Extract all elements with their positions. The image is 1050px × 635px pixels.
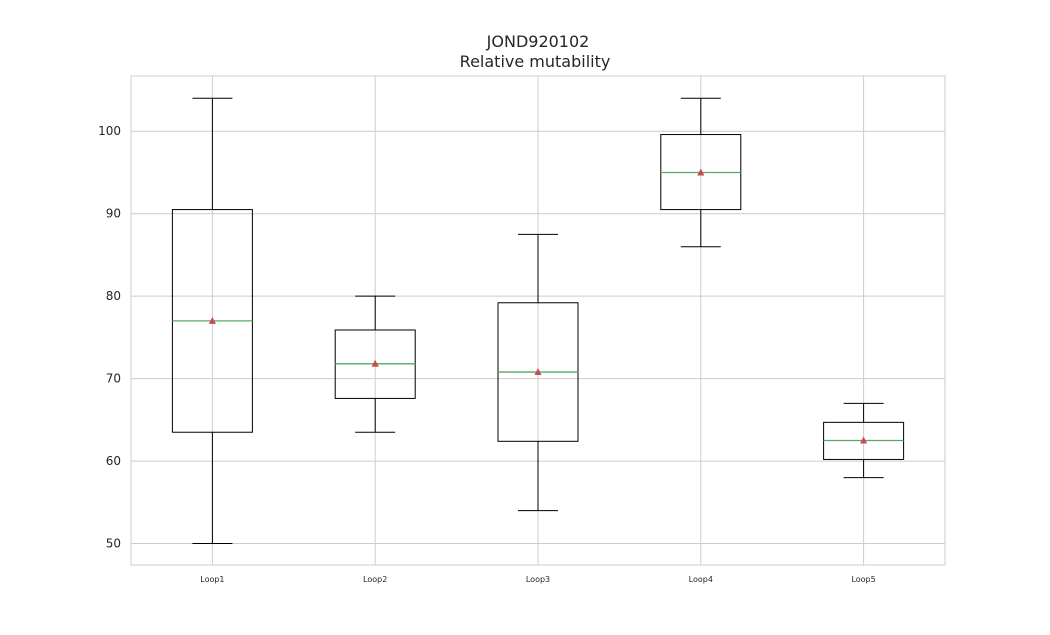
plot-area: 50 60 70 80 90 100 Loop1 Loop2 Loop3 Loop4 Loop5 xyxy=(98,75,946,584)
chart-title: JOND920102 xyxy=(486,32,590,51)
x-tick-label: Loop4 xyxy=(689,575,713,584)
mean-marker xyxy=(534,368,542,376)
mean-marker xyxy=(371,359,379,367)
chart-subtitle: Relative mutability xyxy=(460,52,611,71)
x-tick-label: Loop5 xyxy=(851,575,875,584)
mean-marker xyxy=(697,168,705,176)
mean-marker xyxy=(208,316,216,324)
x-tick-label: Loop3 xyxy=(526,575,550,584)
y-tick-label: 90 xyxy=(106,207,121,221)
mean-marker xyxy=(860,436,868,444)
y-tick-label: 60 xyxy=(106,454,121,468)
y-tick-label: 50 xyxy=(106,537,121,551)
x-tick-label: Loop1 xyxy=(200,575,224,584)
y-tick-label: 80 xyxy=(106,289,121,303)
y-tick-label: 100 xyxy=(98,124,121,138)
y-tick-label: 70 xyxy=(106,372,121,386)
plot-frame xyxy=(130,75,946,566)
x-tick-label: Loop2 xyxy=(363,575,387,584)
